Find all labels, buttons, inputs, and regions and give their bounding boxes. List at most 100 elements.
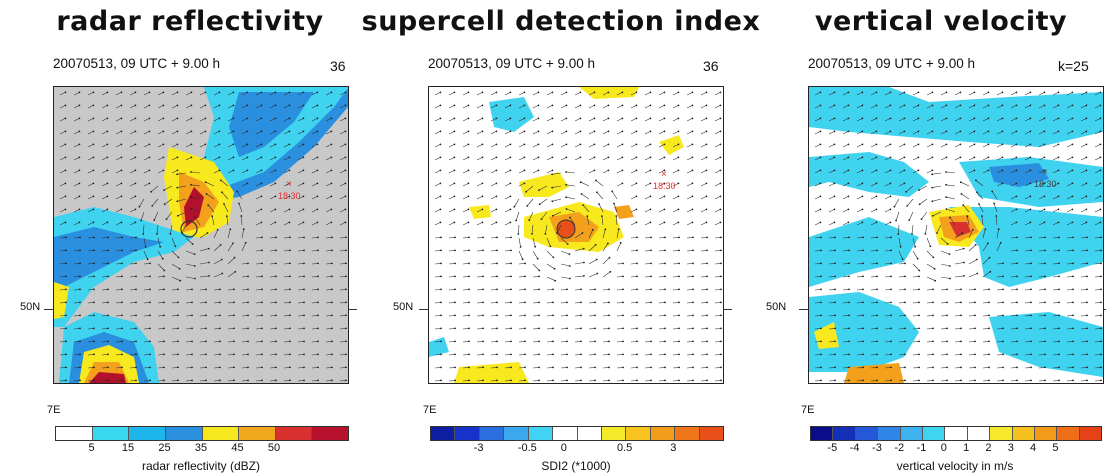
- wind-arrow-head: [960, 366, 962, 369]
- wind-arrow: [297, 250, 305, 252]
- wind-arrow-head: [1002, 379, 1004, 382]
- wind-arrow: [255, 315, 263, 317]
- wind-arrow: [814, 183, 821, 187]
- wind-arrow: [912, 315, 920, 317]
- wind-arrow-head: [692, 249, 694, 252]
- wind-arrow: [912, 380, 920, 382]
- wind-arrow-head: [946, 243, 949, 245]
- wind-arrow: [1094, 157, 1101, 161]
- wind-arrow-head: [664, 262, 666, 265]
- wind-arrow-head: [649, 221, 652, 224]
- wind-arrow: [87, 157, 94, 161]
- wind-arrow-head: [607, 104, 610, 107]
- wind-arrow: [532, 315, 540, 317]
- wind-arrow: [87, 380, 95, 382]
- wind-arrow: [700, 289, 708, 291]
- wind-arrow-head: [440, 249, 442, 252]
- wind-arrow: [714, 315, 722, 317]
- wind-arrow-head: [847, 169, 850, 172]
- wind-arrow: [462, 302, 470, 304]
- wind-arrow-head: [1002, 301, 1004, 304]
- wind-arrow: [490, 315, 498, 317]
- wind-arrow: [129, 144, 136, 148]
- wind-arrow: [566, 184, 576, 187]
- wind-arrow-head: [635, 130, 638, 133]
- wind-arrow: [59, 183, 66, 187]
- wind-arrow: [504, 302, 512, 304]
- wind-arrow: [954, 105, 961, 109]
- wind-arrow: [115, 380, 123, 382]
- wind-arrow-head: [78, 169, 81, 172]
- wind-arrow: [602, 157, 609, 161]
- wind-arrow-head: [649, 169, 652, 172]
- wind-arrow: [339, 380, 347, 382]
- wind-arrow-head: [220, 179, 222, 182]
- wind-arrow: [658, 92, 665, 96]
- wind-arrow: [241, 276, 249, 278]
- wind-arrow: [185, 250, 195, 255]
- wind-arrow: [870, 328, 878, 330]
- wind-arrow-head: [524, 379, 526, 382]
- wind-arrow: [828, 237, 836, 239]
- wind-arrow: [241, 289, 249, 291]
- wind-arrow-head: [135, 353, 137, 356]
- wind-arrow: [954, 144, 961, 148]
- wind-arrow: [630, 157, 637, 161]
- wind-arrow-head: [134, 91, 137, 94]
- wind-arrow: [658, 250, 666, 252]
- wind-arrow-head: [551, 91, 554, 94]
- wind-arrow: [101, 302, 109, 304]
- timestamp-label: 20070513, 09 UTC + 9.00 h: [808, 56, 975, 71]
- wind-arrow-head: [691, 156, 694, 159]
- wind-arrow-head: [692, 379, 694, 382]
- wind-arrow: [157, 354, 165, 356]
- wind-arrow-head: [649, 91, 652, 94]
- wind-arrow-head: [79, 301, 81, 304]
- wind-arrow: [595, 180, 604, 187]
- wind-arrow: [686, 183, 693, 187]
- wind-arrow: [925, 224, 928, 234]
- wind-arrow: [566, 208, 576, 213]
- wind-arrow-head: [635, 156, 638, 159]
- wind-arrow-head: [148, 104, 151, 107]
- wind-arrow: [982, 257, 990, 265]
- wind-arrow-head: [162, 117, 165, 120]
- wind-arrow-head: [607, 91, 610, 94]
- wind-arrow-head: [176, 169, 179, 172]
- wind-arrow: [616, 242, 621, 252]
- wind-arrow-head: [149, 327, 151, 330]
- wind-arrow-head: [579, 117, 582, 120]
- wind-arrow: [213, 170, 220, 174]
- wind-arrow: [616, 229, 619, 239]
- wind-arrow-head: [974, 301, 976, 304]
- colorbar-swatch: [626, 427, 651, 440]
- wind-arrow-head: [959, 91, 962, 94]
- wind-arrow-head: [945, 91, 948, 94]
- colorbar-tick-label: -1: [916, 442, 927, 454]
- wind-arrow-head: [1072, 366, 1074, 369]
- wind-arrow: [940, 380, 948, 382]
- wind-arrow-head: [1099, 182, 1102, 185]
- wind-arrow: [566, 196, 576, 200]
- wind-arrow: [1052, 237, 1060, 239]
- wind-arrow-head: [848, 275, 850, 278]
- wind-arrow: [297, 328, 305, 330]
- wind-arrow: [602, 341, 610, 343]
- wind-arrow: [87, 183, 94, 187]
- wind-arrow-head: [663, 195, 666, 198]
- wind-arrow-head: [593, 117, 596, 120]
- wind-arrow-head: [64, 91, 67, 94]
- wind-arrow: [898, 118, 905, 122]
- timestamp-label: 20070513, 09 UTC + 9.00 h: [53, 56, 220, 71]
- wind-arrow-head: [242, 228, 245, 231]
- wind-arrow: [255, 105, 262, 109]
- wind-arrow-head: [247, 301, 249, 304]
- wind-arrow: [700, 380, 708, 382]
- wind-arrow-head: [719, 182, 722, 185]
- wind-arrow-head: [538, 189, 540, 191]
- wind-arrow: [982, 170, 989, 174]
- wind-arrow: [434, 263, 442, 265]
- wind-arrow: [574, 302, 582, 304]
- wind-arrow-head: [193, 265, 196, 267]
- wind-arrow-head: [468, 301, 470, 304]
